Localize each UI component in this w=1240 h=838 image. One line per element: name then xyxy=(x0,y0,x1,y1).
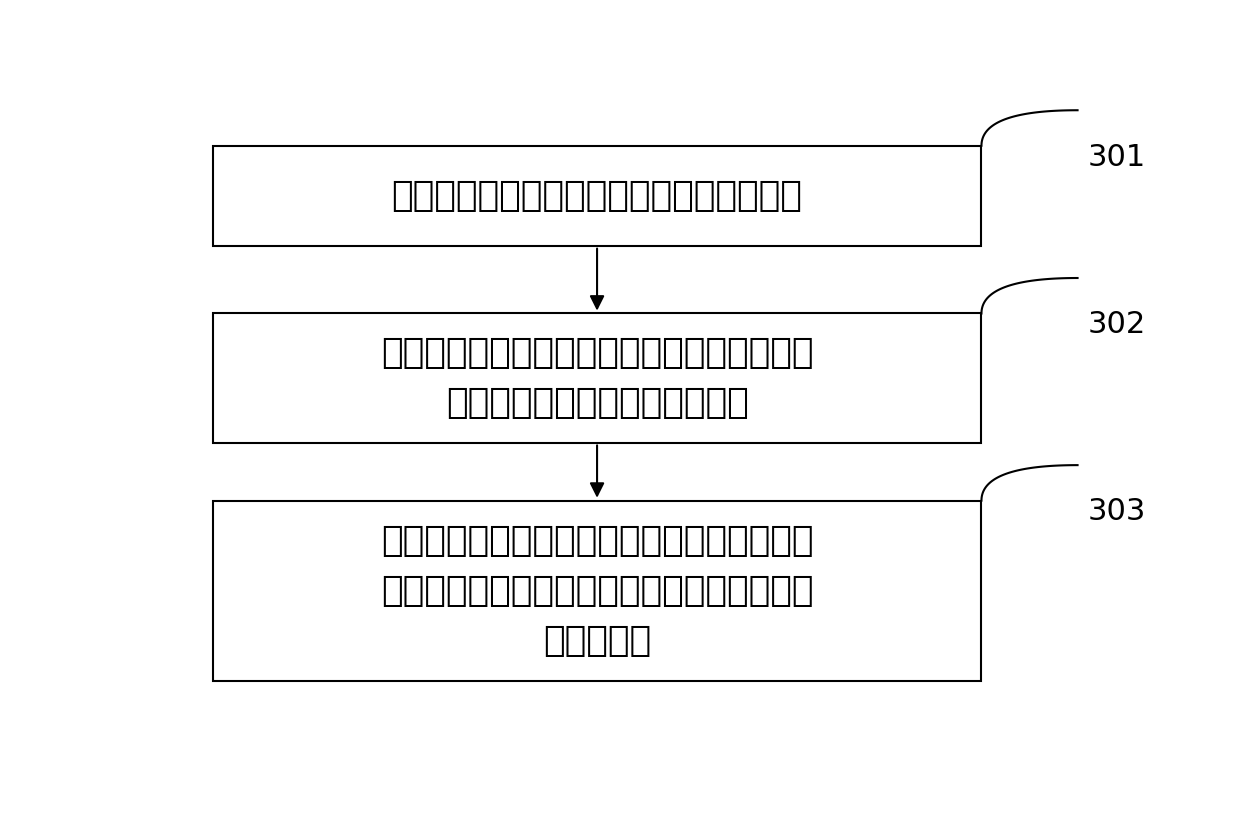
Bar xyxy=(213,313,982,442)
Bar xyxy=(213,146,982,246)
Bar xyxy=(213,500,982,681)
Text: 计算基站功率放大器对单个用户的发射功率: 计算基站功率放大器对单个用户的发射功率 xyxy=(392,178,802,213)
Text: 根据基站的服务用户数量、服务时长和用户分
布，计算功率放大器的总的发射能耗和基站消
耗的总能量: 根据基站的服务用户数量、服务时长和用户分 布，计算功率放大器的总的发射能耗和基站… xyxy=(381,524,813,658)
Text: 根据发射功率和用户的平均服务时长，计算功
率放大器对单个用户的发射能耗: 根据发射功率和用户的平均服务时长，计算功 率放大器对单个用户的发射能耗 xyxy=(381,336,813,420)
Text: 301: 301 xyxy=(1087,142,1146,172)
Text: 302: 302 xyxy=(1087,310,1146,339)
Text: 303: 303 xyxy=(1087,498,1146,526)
